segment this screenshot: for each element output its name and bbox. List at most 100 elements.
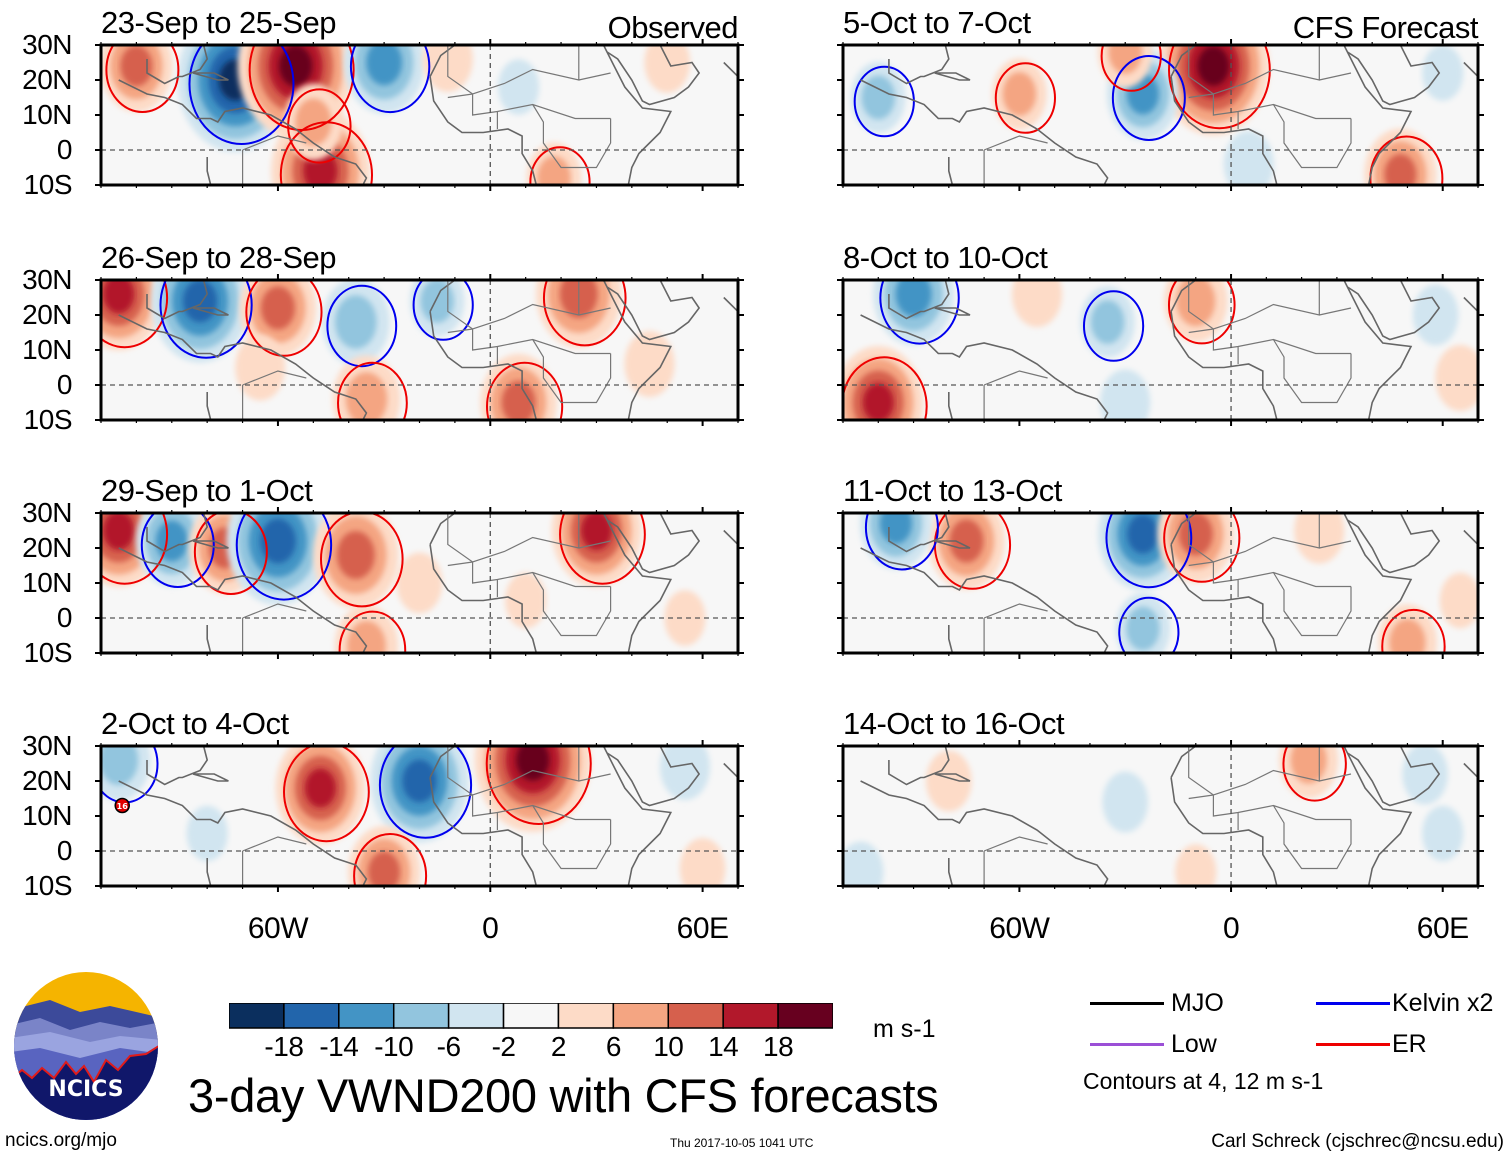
anomaly-contour-fill xyxy=(120,45,153,87)
er-contour-line xyxy=(1168,45,1271,130)
country-borders xyxy=(242,45,612,185)
colorbar-tick-label: 10 xyxy=(653,1031,684,1062)
colorbar-tick-label: -14 xyxy=(319,1031,359,1062)
lat-tick-label: 10S xyxy=(23,870,73,901)
lat-tick-label: 20N xyxy=(22,64,72,95)
colorbar-swatch xyxy=(392,1003,450,1029)
er-contour-line xyxy=(338,610,407,653)
coastlines xyxy=(860,746,1478,886)
colorbar-tick-label: 14 xyxy=(708,1031,739,1062)
coastlines xyxy=(860,513,1478,653)
er-contour-line xyxy=(1282,746,1347,802)
panel-title: 23-Sep to 25-Sep xyxy=(101,5,337,40)
anomaly-contour-fill xyxy=(537,156,571,185)
anomaly-contour-fill xyxy=(1290,746,1327,784)
footer-url[interactable]: ncics.org/mjo xyxy=(5,1130,117,1151)
er-contour-line xyxy=(337,361,408,420)
lat-tick-label: 10N xyxy=(22,334,72,365)
anomaly-contour-fill xyxy=(1002,72,1037,116)
er-contour-line xyxy=(1167,280,1236,345)
map-panel-obs3 xyxy=(95,507,744,659)
colorbar-swatch xyxy=(229,1003,285,1029)
panel-title: 14-Oct to 16-Oct xyxy=(843,706,1065,741)
country-borders xyxy=(983,513,1352,653)
panel-title: 8-Oct to 10-Oct xyxy=(843,240,1048,275)
anomaly-contour-fill xyxy=(366,45,403,86)
coastlines xyxy=(118,45,738,185)
er-contour-line xyxy=(101,280,169,349)
colorbar-swatch xyxy=(338,1003,395,1029)
anomaly-contour-fill xyxy=(949,519,984,563)
lat-tick-label: 10S xyxy=(23,404,73,435)
anomaly-contour-fill xyxy=(295,98,332,146)
coastlines xyxy=(118,746,738,886)
ncics-logo[interactable]: NCICS xyxy=(10,970,162,1122)
anomaly-contour-fill xyxy=(186,805,228,862)
kelvin-contour-line xyxy=(1105,513,1193,589)
map-panel-obs2 xyxy=(95,274,744,426)
er-contour-line xyxy=(320,513,404,608)
anomaly-contour-fill xyxy=(1108,45,1142,74)
lon-tick-label: 0 xyxy=(1222,912,1240,945)
anomaly-contour-fill xyxy=(402,759,437,803)
colorbar-tick-label: -10 xyxy=(374,1031,414,1062)
kelvin-contour-line xyxy=(159,280,253,359)
anomaly-contour-fill xyxy=(103,280,135,314)
legend-label-kelvin: Kelvin x2 xyxy=(1392,989,1494,1017)
anomaly-contour-fill xyxy=(420,280,454,323)
kelvin-contour-line xyxy=(140,513,215,588)
er-contour-line xyxy=(353,833,428,886)
colorbar-tick-label: -2 xyxy=(491,1031,516,1062)
coastlines xyxy=(118,513,738,653)
map-panel-obs1 xyxy=(95,39,744,191)
colorbar-swatch xyxy=(447,1003,505,1029)
anomaly-contour-fill xyxy=(1100,369,1151,420)
er-contour-line xyxy=(101,513,169,585)
colorbar-swatch xyxy=(612,1003,670,1029)
lat-tick-label: 20N xyxy=(22,765,72,796)
anomaly-contour-fill xyxy=(396,552,443,614)
er-contour-line xyxy=(1100,45,1162,92)
legend-line-er xyxy=(1316,1043,1390,1046)
lat-tick-label: 10S xyxy=(23,169,73,200)
panel-title: 29-Sep to 1-Oct xyxy=(101,473,313,508)
lat-tick-label: 20N xyxy=(22,299,72,330)
colorbar-tick-label: 18 xyxy=(763,1031,794,1062)
er-contour-line xyxy=(559,513,646,585)
lat-tick-label: 0 xyxy=(56,602,73,633)
panel-title: 11-Oct to 13-Oct xyxy=(843,473,1062,508)
colorbar-tick-label: 6 xyxy=(605,1031,622,1062)
anomaly-contour-fill xyxy=(624,331,675,397)
anomaly-contour-fill xyxy=(1127,514,1159,554)
colorbar-swatch xyxy=(502,1003,560,1029)
er-contour-line xyxy=(105,45,180,113)
anomaly-contour-fill xyxy=(1223,131,1274,185)
anomaly-contour-fill xyxy=(580,513,613,551)
lat-tick-label: 10S xyxy=(23,637,73,668)
panel-tag: CFS Forecast xyxy=(1292,10,1479,45)
anomaly-contour-fill xyxy=(335,295,377,349)
lat-tick-label: 20N xyxy=(22,532,72,563)
country-borders xyxy=(242,280,612,420)
footer-author: Carl Schreck (cjschrec@ncsu.edu) xyxy=(1211,1131,1504,1152)
map-panel-obs4: 16 xyxy=(95,740,744,892)
colorbar-tick-label: -18 xyxy=(264,1031,304,1062)
anomaly-contour-fill xyxy=(862,382,894,420)
panel-title: 2-Oct to 4-Oct xyxy=(101,706,289,741)
er-contour-line xyxy=(287,88,352,164)
legend-line-mjo xyxy=(1090,1002,1164,1005)
lat-tick-label: 10N xyxy=(22,800,72,831)
anomaly-contour-fill xyxy=(659,746,710,800)
legend-label-er: ER xyxy=(1392,1030,1427,1058)
anomaly-contour-fill xyxy=(1439,572,1478,629)
er-contour-line xyxy=(1381,608,1446,653)
kelvin-contour-line xyxy=(879,280,960,345)
coastlines xyxy=(860,45,1478,185)
colorbar-swatch xyxy=(667,1003,724,1029)
anomaly-contour-fill xyxy=(346,620,386,653)
anomaly-contour-fill xyxy=(926,750,972,812)
panel-tag: Observed xyxy=(607,10,739,45)
anomaly-contour-fill xyxy=(1422,45,1464,101)
legend-line-kelvin xyxy=(1316,1002,1390,1005)
country-borders xyxy=(983,746,1352,886)
